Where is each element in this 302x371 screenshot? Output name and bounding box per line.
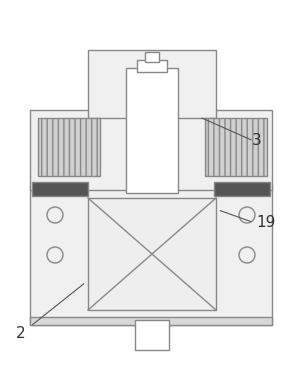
Bar [30, 185, 272, 325]
Bar [126, 68, 178, 193]
Text: 19: 19 [256, 215, 275, 230]
Bar [214, 182, 270, 196]
Bar [88, 50, 216, 118]
Text: 3: 3 [252, 134, 262, 148]
Bar [135, 320, 169, 350]
Bar [32, 182, 88, 196]
Bar [145, 52, 159, 62]
Bar [88, 198, 216, 310]
Text: 2: 2 [16, 326, 26, 341]
Bar [205, 118, 267, 176]
Bar [30, 110, 272, 190]
Bar [137, 60, 167, 72]
Bar [38, 118, 100, 176]
Bar [30, 317, 272, 325]
